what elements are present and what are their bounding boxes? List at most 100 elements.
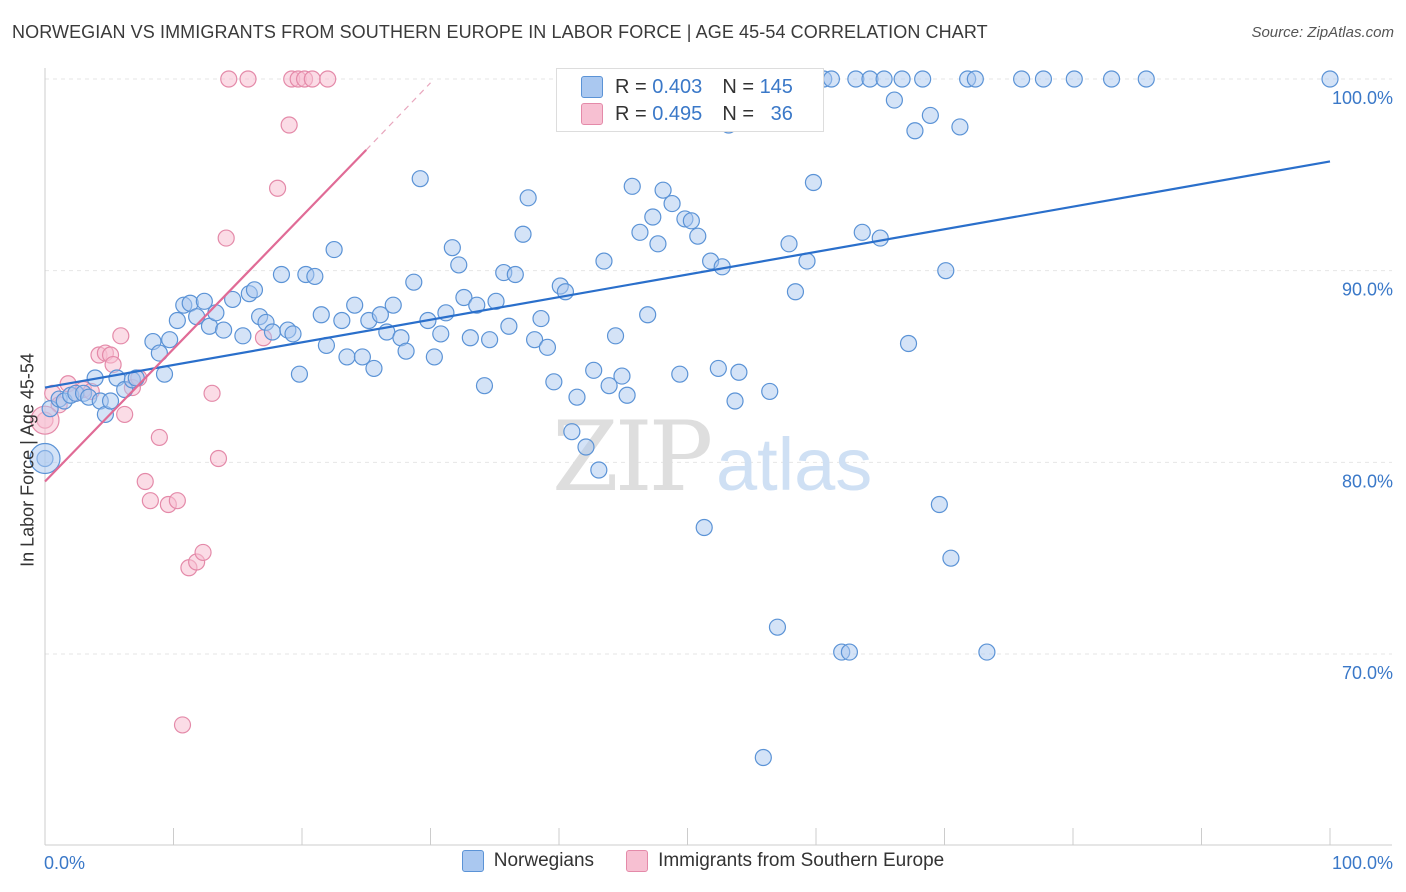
y-tick-label: 70.0% [1342,663,1393,683]
point-norwegians [306,267,324,286]
point-norwegians [224,290,242,309]
point-norwegians [754,748,772,767]
point-norwegians [921,106,939,125]
source-label: Source: ZipAtlas.com [1251,24,1394,41]
point-norwegians [312,306,330,324]
point-immigrants [319,70,337,88]
point-norwegians [425,348,443,366]
point-norwegians [590,461,608,479]
point-norwegians [730,363,748,381]
point-norwegians [563,423,581,441]
point-norwegians [411,170,429,188]
point-norwegians [500,317,518,335]
point-norwegians [161,331,179,349]
n-value-norwegians: 145 [759,75,793,98]
point-norwegians [333,311,351,330]
point-norwegians [682,212,700,230]
point-norwegians [654,181,672,199]
point-immigrants [203,384,221,402]
r-label: R = [615,102,647,125]
trend-line-immigrants [44,149,368,483]
point-norwegians [623,177,641,195]
point-norwegians [649,235,667,253]
point-norwegians [906,122,924,140]
point-norwegians [519,189,537,207]
watermark: ZIP atlas [552,401,872,513]
stats-swatch-blue [581,76,603,98]
point-norwegians [822,70,841,88]
point-norwegians [405,273,423,291]
point-norwegians [290,365,309,383]
point-norwegians [371,306,389,324]
trend-line-norwegians [44,160,1331,389]
point-norwegians [663,194,681,213]
point-norwegians [671,365,689,383]
legend-swatch-blue [461,850,484,872]
point-norwegians [475,377,494,395]
point-immigrants [136,472,154,491]
point-norwegians [487,292,505,310]
legend-label-norwegians: Norwegians [493,850,595,871]
point-norwegians [600,377,618,395]
stats-legend: R = 0.403 N = 145 R = 0.495 N = 36 [556,68,824,132]
point-norwegians [618,386,636,404]
point-norwegians [215,321,233,339]
y-tick-label: 100.0% [1332,88,1393,108]
point-immigrants [112,327,130,345]
point-norwegians [545,373,563,391]
point-immigrants [268,179,287,197]
r-label: R = [615,75,647,98]
point-norwegians [1137,70,1155,88]
point-norwegians [514,225,532,243]
point-immigrants [217,229,235,247]
point-norwegians [577,438,595,456]
point-norwegians [930,495,948,514]
point-norwegians [263,323,282,341]
stats-row-immigrants: R = 0.495 N = 36 [581,100,793,128]
point-norwegians [885,91,903,109]
point-norwegians [606,327,625,345]
point-norwegians [538,338,557,356]
point-norwegians [937,262,955,280]
point-norwegians [525,331,544,349]
point-norwegians [365,359,383,378]
point-norwegians [461,329,479,347]
point-norwegians [631,223,649,241]
point-norwegians [978,643,996,661]
point-immigrants [239,70,257,88]
point-norwegians [853,223,871,241]
point-norwegians [1321,70,1339,88]
point-immigrants [280,116,298,134]
n-label: N = [722,75,754,98]
watermark-zip: ZIP [552,401,711,513]
point-norwegians [325,240,343,259]
point-norwegians [532,309,550,328]
y-tick-label: 90.0% [1342,280,1393,300]
n-label: N = [722,102,754,125]
stats-row-norwegians: R = 0.403 N = 145 [581,73,793,101]
tick-labels: 100.0% 90.0% 80.0% 70.0% 0.0% 100.0% [44,88,1393,873]
point-norwegians [450,256,468,274]
point-norwegians [644,208,662,226]
point-norwegians [786,283,805,301]
point-norwegians [942,549,960,567]
point-norwegians-large [29,442,61,475]
legend-item-immigrants[interactable]: Immigrants from Southern Europe [626,850,944,872]
x-tick-label-right: 100.0% [1332,853,1393,873]
legend-item-norwegians[interactable]: Norwegians [461,850,595,872]
point-immigrants [150,428,168,447]
n-value-immigrants: 36 [770,102,793,125]
stats-swatch-pink [581,103,603,125]
point-norwegians [397,342,415,360]
series-norwegians-points [29,70,1339,767]
point-norwegians [585,361,603,379]
point-norwegians [768,618,787,636]
point-norwegians [207,304,225,322]
point-norwegians [338,348,356,366]
point-norwegians [613,367,631,385]
point-norwegians [595,252,613,270]
bottom-legend: Norwegians Immigrants from Southern Euro… [0,850,1406,872]
watermark-atlas: atlas [716,423,872,506]
point-immigrants [220,70,238,88]
